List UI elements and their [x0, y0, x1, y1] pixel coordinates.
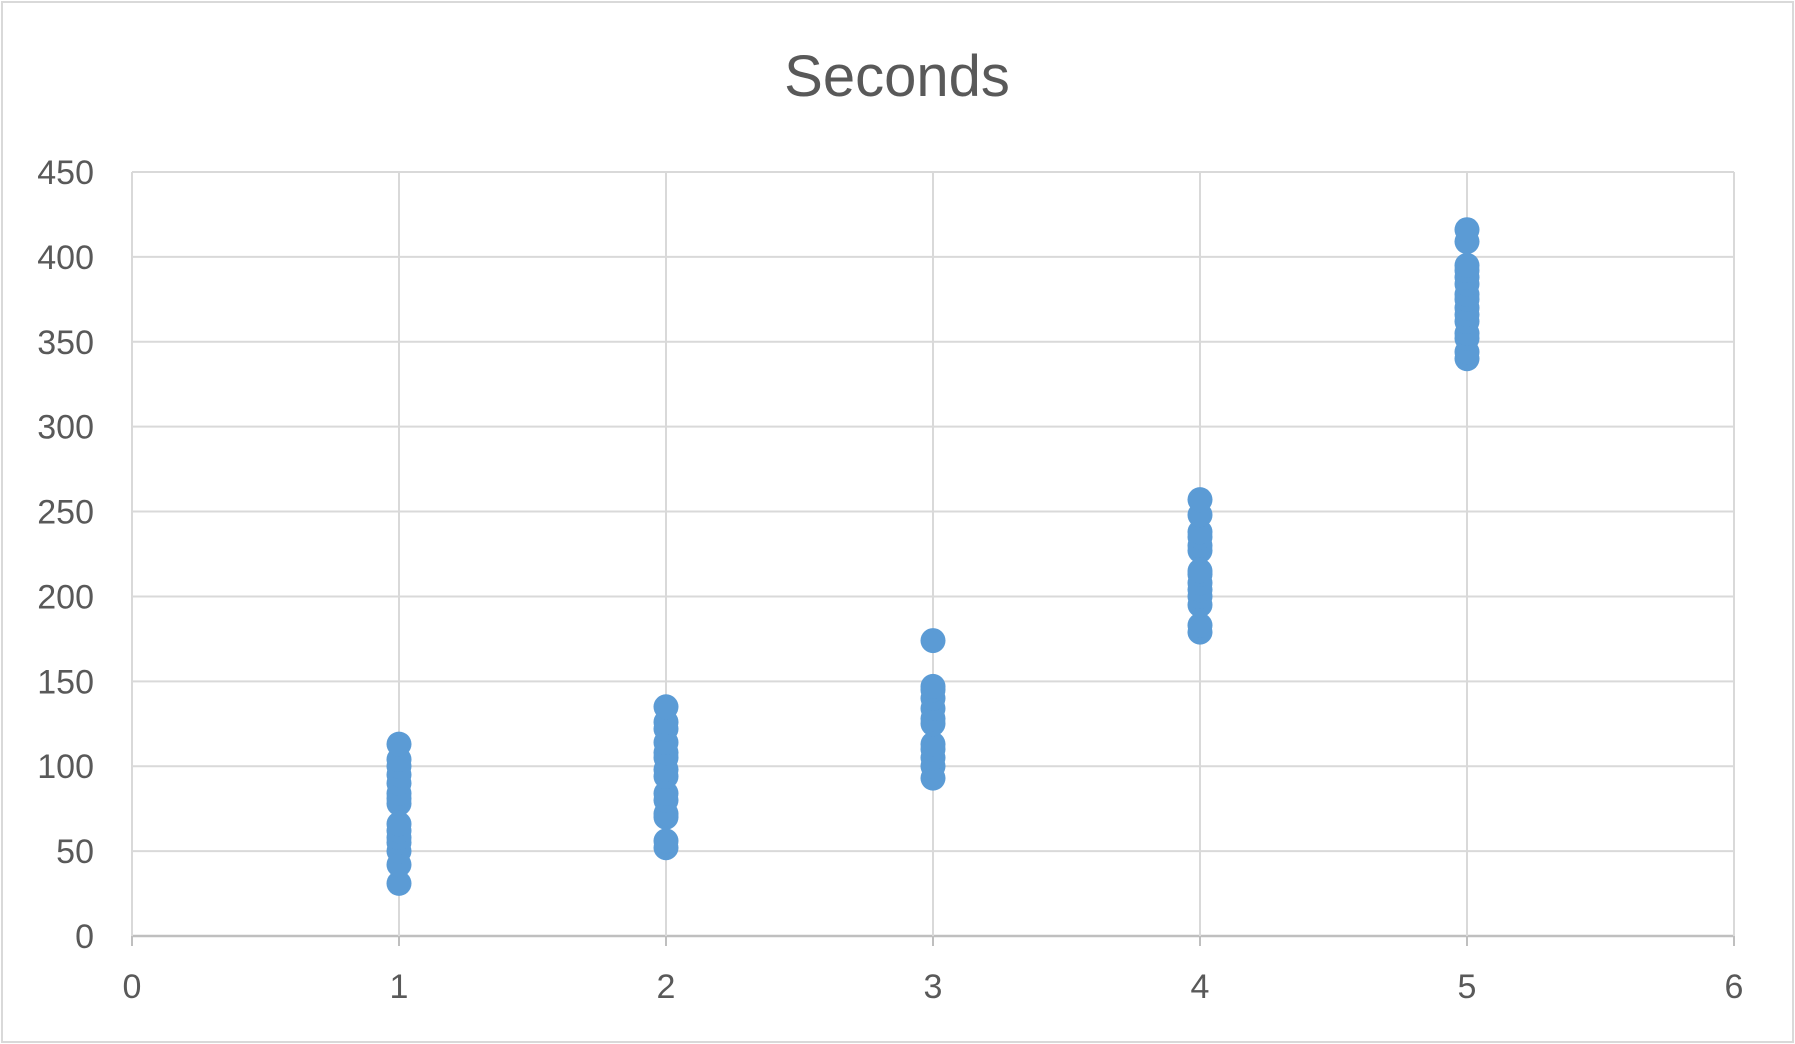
y-tick-label: 0 [75, 918, 94, 956]
y-tick-label: 250 [37, 494, 94, 532]
x-tick-label: 3 [924, 968, 943, 1006]
x-tick-label: 2 [657, 968, 676, 1006]
y-tick-label: 150 [37, 663, 94, 701]
data-point [1187, 487, 1213, 513]
x-axis-tick-labels: 0 1 2 3 4 5 6 [123, 968, 1744, 1006]
data-point [1454, 217, 1480, 243]
y-axis-tick-labels: 0 50 100 150 200 250 300 350 400 450 [37, 154, 94, 956]
y-tick-label: 450 [37, 154, 94, 192]
data-point [386, 870, 412, 896]
y-tick-label: 50 [56, 833, 94, 871]
y-tick-label: 300 [37, 409, 94, 447]
y-tick-label: 200 [37, 578, 94, 616]
y-tick-label: 100 [37, 748, 94, 786]
x-tick-label: 1 [390, 968, 409, 1006]
y-tick-label: 400 [37, 239, 94, 277]
x-tick-label: 0 [123, 968, 142, 1006]
data-point [386, 811, 412, 837]
data-point [920, 731, 946, 757]
data-point [386, 731, 412, 757]
x-tick-label: 4 [1191, 968, 1210, 1006]
y-tick-label: 350 [37, 324, 94, 362]
data-point [1454, 252, 1480, 278]
data-points [386, 217, 1480, 896]
x-tick-label: 5 [1458, 968, 1477, 1006]
data-point [920, 673, 946, 699]
chart-title: Seconds [784, 44, 1010, 109]
data-point [1187, 612, 1213, 638]
data-point [920, 628, 946, 654]
data-point [653, 828, 679, 854]
gridlines [131, 171, 1735, 946]
data-point [1187, 558, 1213, 584]
data-point [653, 694, 679, 720]
x-tick-label: 6 [1725, 968, 1744, 1006]
